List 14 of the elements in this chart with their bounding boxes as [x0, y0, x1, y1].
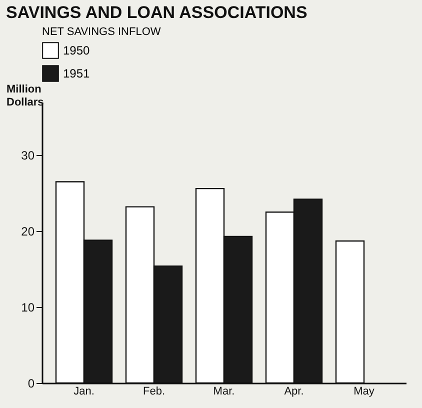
x-tick-label: Mar.	[213, 386, 235, 398]
x-tick-label: Feb.	[142, 386, 166, 398]
legend-title: NET SAVINGS INFLOW	[42, 26, 162, 38]
x-tick-label: Jan.	[74, 386, 94, 398]
y-tick-label: 0	[28, 376, 35, 390]
x-tick-label: May	[354, 386, 375, 398]
legend-label: 1950	[63, 44, 90, 58]
x-tick-label: Apr.	[284, 386, 304, 398]
y-tick-label: 30	[21, 148, 35, 163]
y-tick-label: 10	[21, 300, 35, 315]
legend-label: 1951	[63, 66, 90, 80]
y-axis-title: Million Dollars	[6, 84, 44, 108]
y-tick-label: 20	[21, 224, 35, 239]
chart-title: SAVINGS AND LOAN ASSOCIATIONS	[6, 3, 308, 22]
